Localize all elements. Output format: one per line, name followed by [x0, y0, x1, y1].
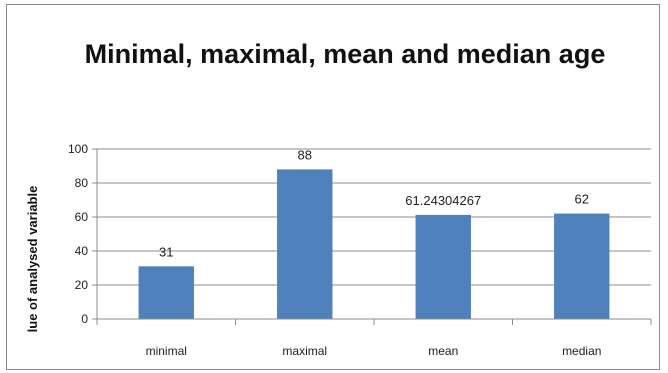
x-axis-categories: minimal maximal mean median: [146, 344, 602, 358]
bar-median: [554, 213, 610, 319]
y-tick-label: 60: [75, 210, 89, 224]
y-tick-label: 80: [75, 176, 89, 190]
data-label-minimal: 31: [159, 244, 173, 259]
y-tick-label: 0: [81, 312, 88, 326]
data-label-mean: 61.24304267: [405, 193, 481, 208]
y-tick-label: 100: [68, 142, 88, 156]
y-tick-label: 20: [75, 278, 89, 292]
y-axis-ticks: 0 20 40 60 80 100: [68, 142, 652, 326]
axes: [96, 149, 651, 325]
bar-minimal: [138, 266, 194, 319]
y-axis-label: lue of analysed variable: [25, 186, 40, 333]
chart-frame: Minimal, maximal, mean and median age lu…: [6, 4, 660, 370]
bar-maximal: [277, 169, 333, 319]
y-tick-label: 40: [75, 244, 89, 258]
chart-title: Minimal, maximal, mean and median age: [85, 39, 606, 69]
x-tick-label-median: median: [562, 344, 601, 358]
bar-chart: Minimal, maximal, mean and median age lu…: [25, 39, 652, 358]
bar-mean: [415, 214, 471, 319]
x-tick-label-maximal: maximal: [282, 344, 327, 358]
data-labels: 31 88 61.24304267 62: [159, 147, 589, 259]
x-tick-label-mean: mean: [428, 344, 458, 358]
data-label-median: 62: [575, 192, 589, 207]
data-label-maximal: 88: [298, 147, 312, 162]
x-tick-label-minimal: minimal: [146, 344, 187, 358]
bars: [138, 169, 610, 319]
